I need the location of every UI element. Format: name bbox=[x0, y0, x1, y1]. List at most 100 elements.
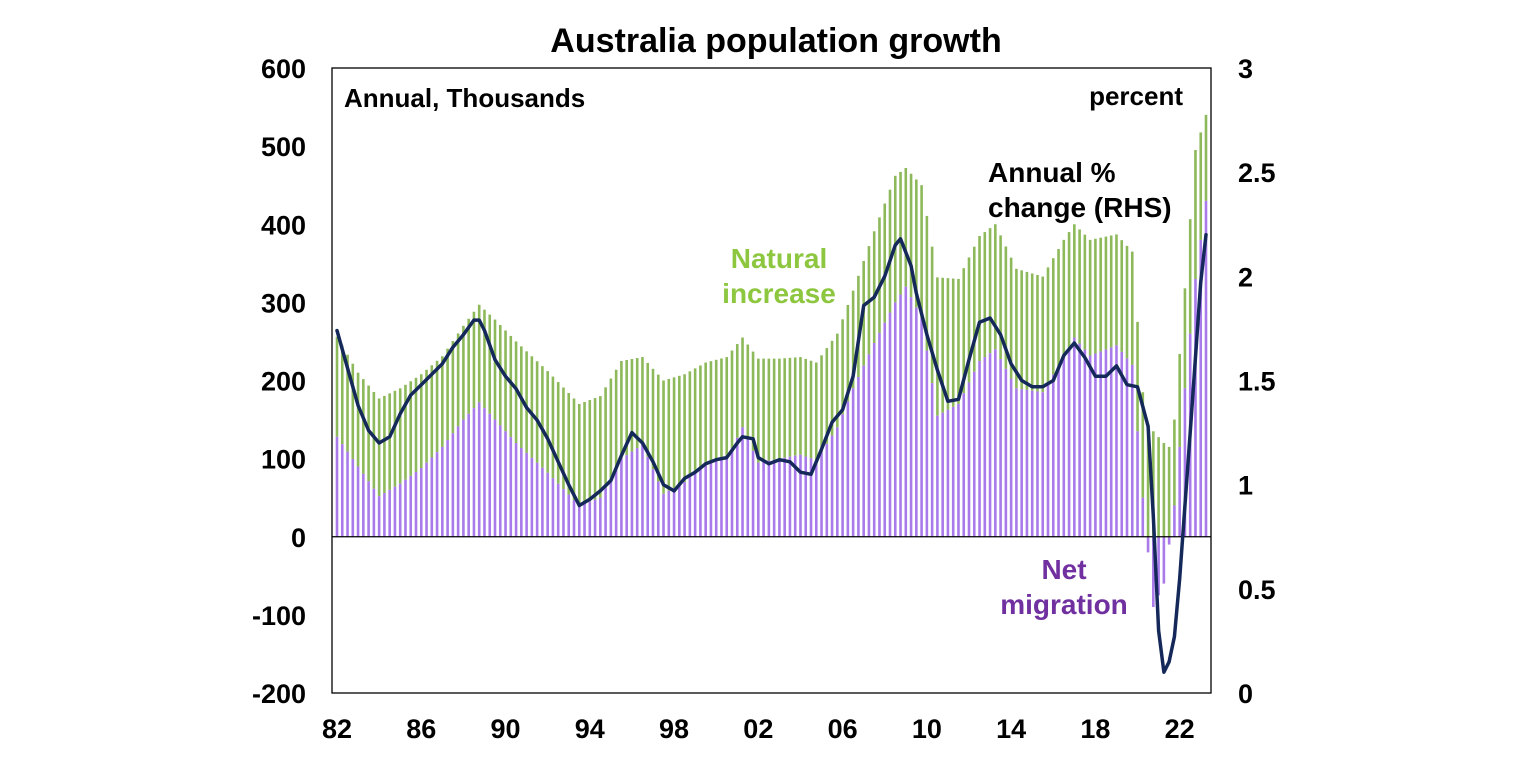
natural-increase-bar bbox=[994, 224, 997, 350]
net-migration-bar bbox=[1088, 355, 1092, 537]
right-tick-label: 0.5 bbox=[1238, 575, 1276, 605]
net-migration-bar bbox=[635, 448, 639, 537]
natural-increase-bar bbox=[783, 358, 786, 458]
natural-increase-bar bbox=[757, 358, 760, 463]
net-migration-bar bbox=[809, 458, 813, 537]
right-tick-label: 3 bbox=[1238, 54, 1253, 84]
natural-increase-bar bbox=[793, 357, 797, 456]
x-tick-label: 14 bbox=[996, 714, 1026, 744]
net-migration-bar bbox=[1067, 347, 1071, 537]
net-migration-bar bbox=[1199, 239, 1203, 537]
natural-increase-bar bbox=[1157, 437, 1160, 537]
net-migration-bar bbox=[1057, 365, 1060, 537]
natural-increase-bar bbox=[435, 360, 439, 453]
natural-increase-bar bbox=[904, 168, 908, 287]
natural-increase-bar bbox=[735, 344, 739, 438]
natural-increase-bar bbox=[830, 340, 834, 436]
net-migration-bar bbox=[572, 500, 576, 537]
natural-increase-bar bbox=[1115, 234, 1118, 346]
x-tick-label: 82 bbox=[322, 714, 352, 744]
natural-increase-bar bbox=[498, 325, 502, 426]
net-migration-bar bbox=[488, 413, 492, 537]
natural-increase-bar bbox=[1109, 235, 1113, 348]
net-migration-bar bbox=[625, 455, 628, 537]
natural-increase-bar bbox=[430, 365, 434, 458]
natural-increase-bar bbox=[609, 378, 613, 479]
natural-increase-bar bbox=[1099, 237, 1102, 352]
natural-increase-bar bbox=[656, 374, 660, 482]
net-migration-bar bbox=[1046, 383, 1050, 537]
natural-increase-bar bbox=[1062, 239, 1066, 358]
natural-increase-bar bbox=[1141, 392, 1145, 498]
net-migration-bar bbox=[504, 431, 507, 537]
natural-increase-bar bbox=[730, 350, 734, 449]
natural-increase-bar bbox=[1188, 219, 1192, 334]
net-migration-bar bbox=[1099, 351, 1102, 537]
natural-increase-bar bbox=[1025, 271, 1029, 390]
left-axis: 600 500 400 300 200 100 0 -100 -200 bbox=[252, 54, 306, 709]
natural-increase-bar bbox=[356, 372, 360, 467]
net-migration-bar bbox=[1178, 446, 1181, 537]
natural-increase-bar bbox=[1057, 249, 1060, 366]
natural-increase-bar bbox=[820, 355, 823, 452]
natural-increase-bar bbox=[788, 357, 792, 457]
net-migration-bar bbox=[836, 427, 839, 537]
net-migration-bar bbox=[509, 437, 513, 537]
line-layer bbox=[335, 232, 1208, 674]
net-migration-bar bbox=[409, 475, 413, 537]
net-migration-bar bbox=[867, 354, 871, 537]
net-migration-bar bbox=[1015, 388, 1018, 537]
net-migration-bar bbox=[699, 467, 702, 537]
natural-increase-bar bbox=[1136, 321, 1139, 432]
natural-increase-bar bbox=[857, 275, 860, 377]
natural-increase-bar bbox=[767, 358, 771, 461]
net-migration-bar bbox=[688, 477, 692, 537]
chart-title: Australia population growth bbox=[550, 22, 1001, 60]
net-migration-bar bbox=[383, 493, 386, 537]
natural-increase-bar bbox=[814, 362, 818, 461]
natural-increase-bar bbox=[1199, 132, 1203, 240]
net-migration-bar bbox=[704, 462, 707, 537]
net-migration-bar bbox=[425, 462, 428, 537]
net-migration-bar bbox=[1051, 374, 1055, 537]
net-migration-bar bbox=[588, 501, 592, 537]
right-tick-label: 2.5 bbox=[1238, 158, 1276, 188]
net-migration-bar bbox=[920, 318, 923, 537]
net-migration-bar bbox=[562, 489, 565, 537]
natural-increase-bar bbox=[1178, 353, 1181, 447]
natural-increase-bar bbox=[488, 314, 492, 414]
natural-increase-bar bbox=[1041, 276, 1045, 393]
natural-increase-bar bbox=[899, 171, 902, 295]
net-migration-bar bbox=[999, 359, 1002, 537]
natural-increase-bar bbox=[936, 277, 939, 416]
net-migration-bar bbox=[593, 499, 597, 537]
natural-increase-bar bbox=[1088, 239, 1092, 356]
natural-increase-bar bbox=[778, 358, 781, 459]
natural-increase-bar bbox=[535, 361, 539, 463]
net-migration-bar bbox=[872, 343, 876, 537]
natural-increase-bar bbox=[841, 319, 844, 415]
natural-increase-bar bbox=[441, 356, 444, 447]
net-migration-bar bbox=[1204, 200, 1208, 537]
natural-increase-bar bbox=[1162, 443, 1166, 537]
natural-increase-bar bbox=[362, 379, 365, 474]
natural-increase-bar bbox=[888, 189, 892, 313]
net-migration-bar bbox=[656, 481, 660, 537]
net-migration-bar bbox=[720, 459, 723, 537]
net-migration-bar bbox=[846, 401, 850, 537]
natural-increase-bar bbox=[836, 333, 839, 428]
x-tick-label: 90 bbox=[491, 714, 521, 744]
net-migration-bar bbox=[1078, 343, 1081, 537]
natural-increase-label-line2: increase bbox=[722, 278, 836, 309]
net-migration-bar bbox=[1167, 536, 1171, 545]
net-migration-bar bbox=[614, 468, 618, 537]
net-migration-bar bbox=[1130, 364, 1134, 537]
natural-increase-bar bbox=[646, 362, 650, 457]
natural-increase-bar bbox=[398, 388, 402, 484]
net-migration-bar bbox=[709, 461, 713, 537]
net-migration-bar bbox=[825, 443, 829, 537]
natural-increase-bar bbox=[456, 333, 460, 427]
left-tick-label: 600 bbox=[261, 54, 306, 84]
net-migration-bar bbox=[641, 444, 644, 537]
net-migration-bar bbox=[678, 484, 681, 537]
